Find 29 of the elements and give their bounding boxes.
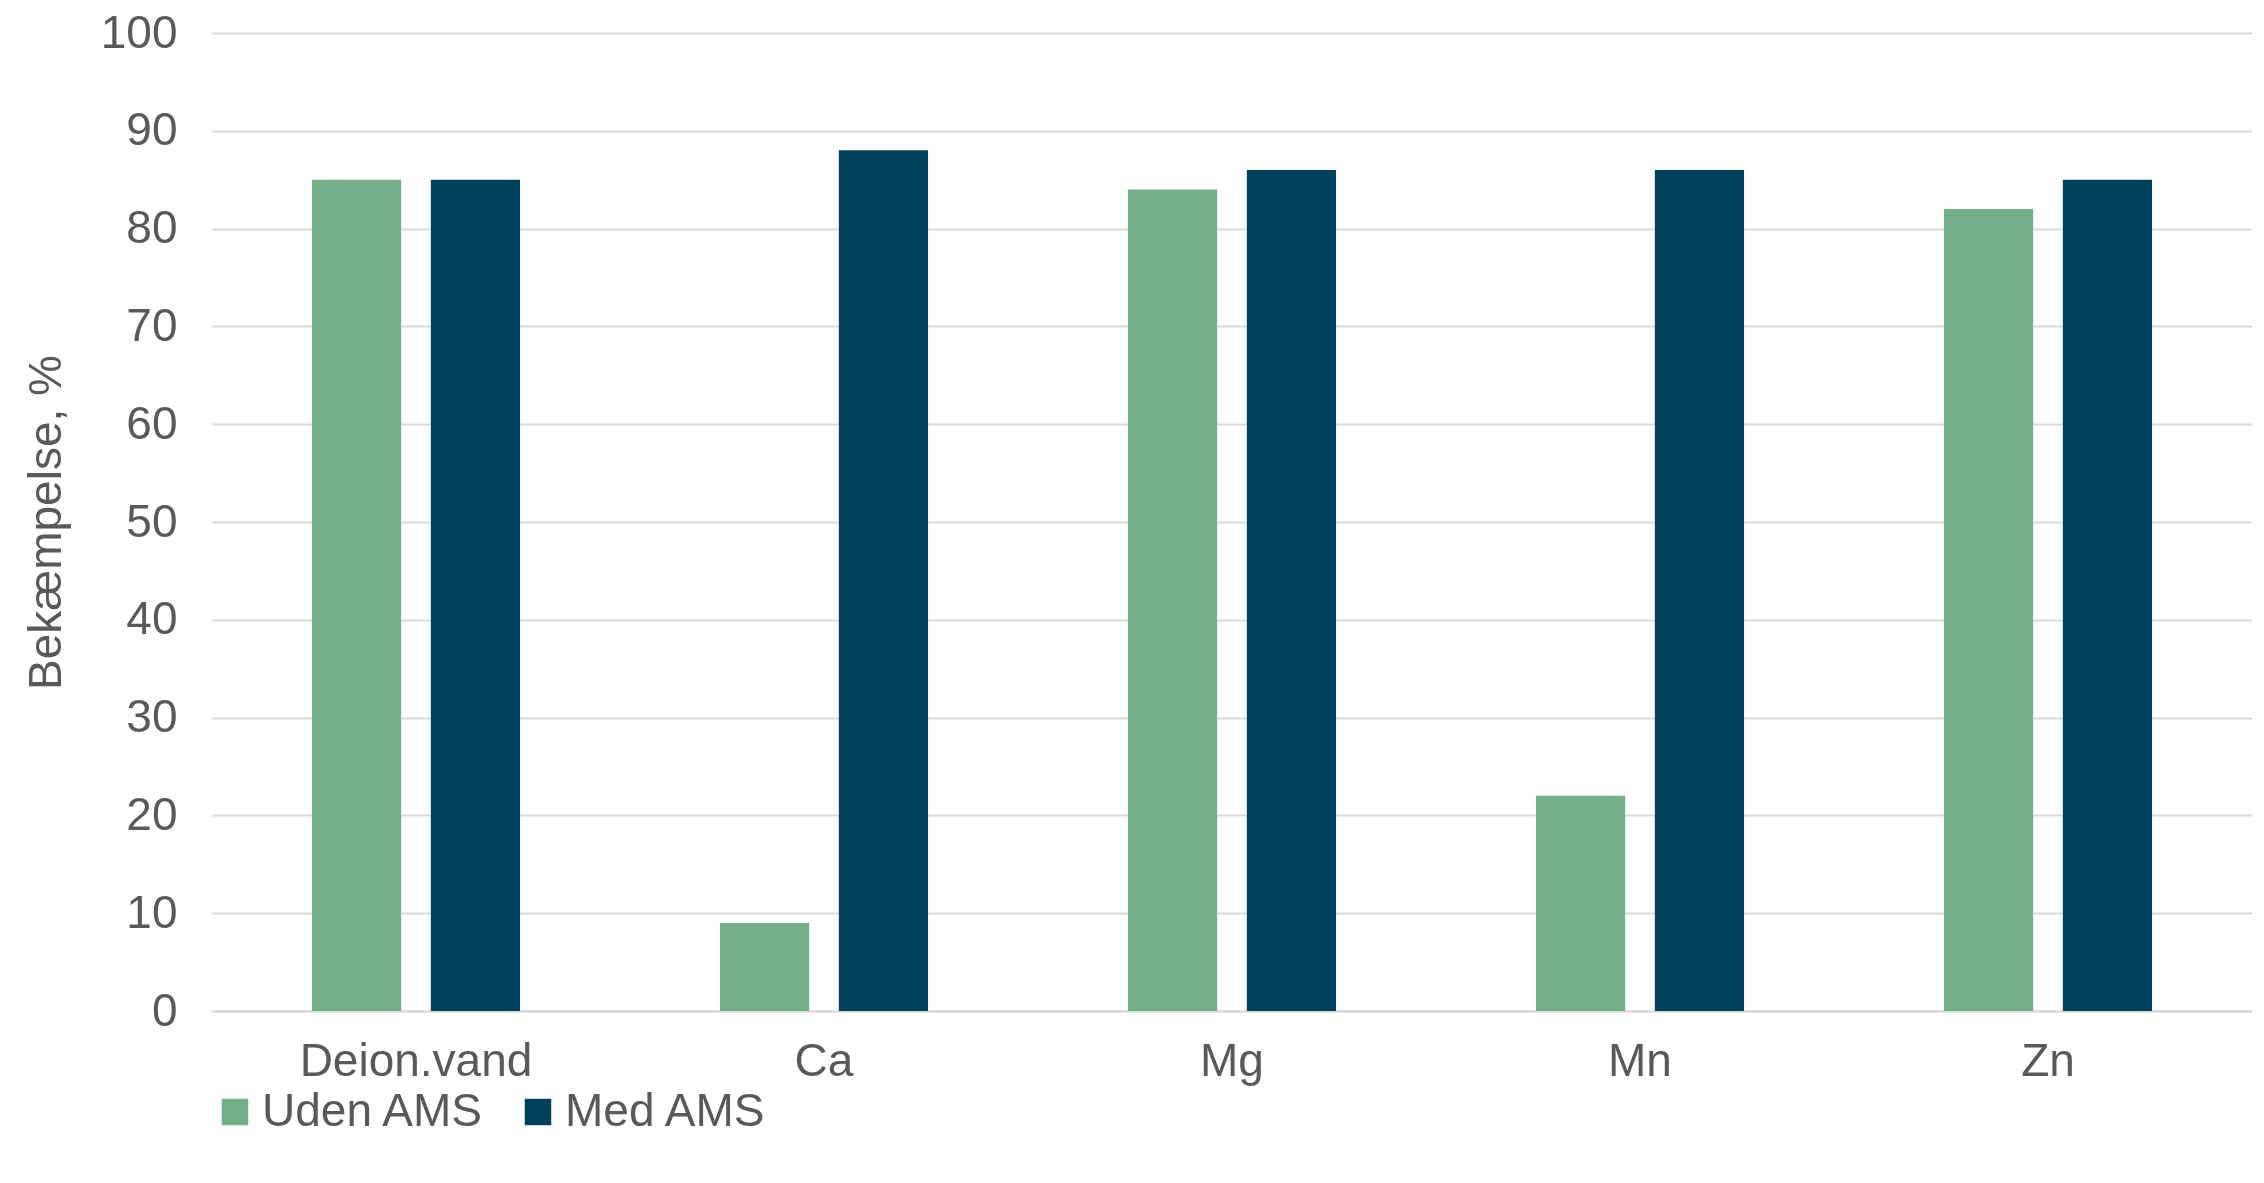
y-tick-label: 60 xyxy=(126,396,178,449)
y-tick-label: 10 xyxy=(126,885,178,938)
x-tick-label: Zn xyxy=(2021,1033,2075,1086)
y-tick-label: 70 xyxy=(126,298,178,351)
y-tick-label: 30 xyxy=(126,690,178,743)
legend-label: Med AMS xyxy=(565,1084,765,1136)
y-tick-label: 40 xyxy=(126,592,178,645)
y-tick-label: 100 xyxy=(100,5,178,58)
x-tick-label: Deion.vand xyxy=(299,1033,533,1086)
y-tick-label: 0 xyxy=(151,983,178,1036)
y-tick-label: 90 xyxy=(126,103,178,156)
bar xyxy=(2062,179,2153,1011)
y-tick-label: 20 xyxy=(126,787,178,840)
x-tick-label: Mg xyxy=(1200,1033,1264,1086)
bar xyxy=(430,179,521,1011)
bar xyxy=(1943,209,2034,1011)
y-tick-label: 80 xyxy=(126,201,178,254)
bar xyxy=(1535,795,1626,1011)
bar xyxy=(311,179,402,1011)
legend-label: Uden AMS xyxy=(262,1084,482,1136)
y-tick-label: 50 xyxy=(126,494,178,547)
x-tick-label: Mn xyxy=(1608,1033,1672,1086)
bar xyxy=(1654,169,1745,1011)
bar xyxy=(719,922,810,1011)
y-axis-title: Bekæmpelse, % xyxy=(18,355,71,690)
x-tick-label: Ca xyxy=(794,1033,854,1086)
bar xyxy=(838,150,929,1011)
bar xyxy=(1127,189,1218,1011)
bar xyxy=(1246,169,1337,1011)
